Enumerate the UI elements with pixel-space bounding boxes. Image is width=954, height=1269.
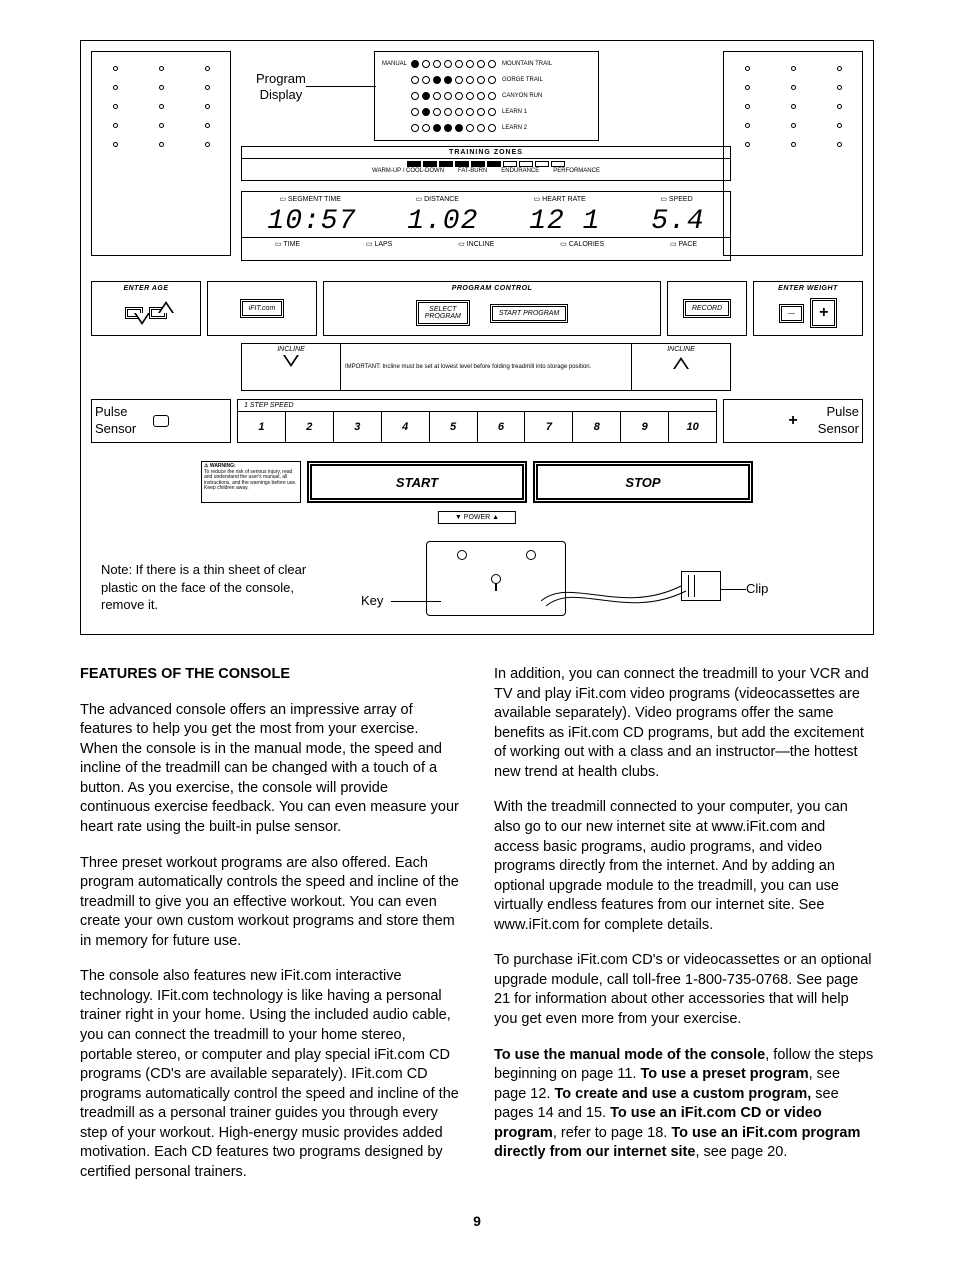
body-paragraph: Three preset workout programs are also o… (80, 854, 460, 952)
weight-down-button[interactable]: — (779, 304, 804, 323)
incline-down-button[interactable] (283, 355, 299, 369)
ifit-button[interactable]: iFIT.com (240, 299, 285, 318)
speed-9-button[interactable]: 9 (621, 412, 669, 442)
body-paragraph: With the treadmill connected to your com… (494, 798, 874, 935)
body-columns: FEATURES OF THE CONSOLE The advanced con… (80, 665, 874, 1189)
body-paragraph: To use the manual mode of the console, f… (494, 1046, 874, 1163)
incline-up-box: INCLINE (631, 343, 731, 391)
incline-row: INCLINE IMPORTANT: Incline must be set a… (241, 343, 731, 391)
age-down-button[interactable] (125, 307, 143, 319)
speed-2-button[interactable]: 2 (286, 412, 334, 442)
speed-4-button[interactable]: 4 (382, 412, 430, 442)
heart-rate-value: 12 1 (529, 206, 600, 237)
training-zones: TRAINING ZONES WARM-UP / COOL-DOWN FAT-B… (241, 146, 731, 181)
key-label: Key (361, 593, 383, 608)
record-box: RECORD (667, 281, 747, 336)
start-stop-row: ⚠ WARNING: To reduce the risk of serious… (201, 461, 753, 503)
section-heading: FEATURES OF THE CONSOLE (80, 665, 460, 685)
program-control-main: PROGRAM CONTROL SELECT PROGRAM START PRO… (323, 281, 661, 336)
incline-down-box: INCLINE (241, 343, 341, 391)
warning-label: ⚠ WARNING: To reduce the risk of serious… (201, 461, 301, 503)
start-program-button[interactable]: START PROGRAM (490, 304, 568, 323)
lanyard-cord (541, 581, 691, 621)
speed-8-button[interactable]: 8 (573, 412, 621, 442)
record-button[interactable]: RECORD (683, 299, 731, 318)
weight-up-button[interactable]: + (810, 298, 837, 328)
metrics-display: SEGMENT TIME DISTANCE HEART RATE SPEED 1… (241, 191, 731, 261)
speaker-grille-right (723, 51, 863, 256)
distance-value: 1.02 (407, 206, 478, 237)
speed-7-button[interactable]: 7 (525, 412, 573, 442)
program-display-label: Program Display (256, 71, 306, 102)
segment-time-value: 10:57 (267, 206, 356, 237)
body-paragraph: To purchase iFit.com CD's or videocasset… (494, 951, 874, 1029)
safety-clip (681, 571, 721, 601)
start-button[interactable]: START (307, 461, 527, 503)
manual-label: MANUAL (381, 61, 407, 67)
speed-10-button[interactable]: 10 (669, 412, 716, 442)
ifit-box: iFIT.com (207, 281, 317, 336)
enter-weight-box: ENTER WEIGHT — + (753, 281, 863, 336)
body-paragraph: In addition, you can connect the treadmi… (494, 665, 874, 782)
callout-line (391, 601, 441, 602)
speaker-grille-left (91, 51, 231, 256)
speed-5-button[interactable]: 5 (430, 412, 478, 442)
stop-button[interactable]: STOP (533, 461, 753, 503)
program-control-row: ENTER AGE iFIT.com PROGRAM CONTROL SELEC… (91, 281, 863, 336)
console-note: Note: If there is a thin sheet of clear … (101, 561, 321, 614)
incline-up-button[interactable] (673, 355, 689, 369)
program-display: MANUAL MOUNTAIN TRAIL GORGE TRAIL CANYON… (374, 51, 599, 141)
callout-line (306, 86, 376, 87)
body-paragraph: The console also features new iFit.com i… (80, 967, 460, 1182)
speed-row: 1 STEP SPEED 1 2 3 4 5 6 7 8 9 10 + (91, 399, 863, 443)
speed-buttons: 1 STEP SPEED 1 2 3 4 5 6 7 8 9 10 (237, 399, 717, 443)
callout-line (721, 589, 746, 590)
enter-age-box: ENTER AGE (91, 281, 201, 336)
speed-6-button[interactable]: 6 (478, 412, 526, 442)
clip-label: Clip (746, 581, 768, 596)
select-program-button[interactable]: SELECT PROGRAM (416, 300, 470, 326)
age-up-button[interactable] (149, 307, 167, 319)
speed-3-button[interactable]: 3 (334, 412, 382, 442)
pulse-sensor-left[interactable] (91, 399, 231, 443)
speed-1-button[interactable]: 1 (238, 412, 286, 442)
console-diagram: Program Display MANUAL MOUNTAIN TRAIL GO… (80, 40, 874, 635)
incline-note: IMPORTANT: Incline must be set at lowest… (341, 343, 631, 391)
power-label: ▼ POWER ▲ (438, 511, 516, 524)
pulse-sensor-right[interactable]: + (723, 399, 863, 443)
speed-value: 5.4 (651, 206, 704, 237)
body-paragraph: The advanced console offers an impressiv… (80, 701, 460, 838)
page-number: 9 (80, 1213, 874, 1229)
